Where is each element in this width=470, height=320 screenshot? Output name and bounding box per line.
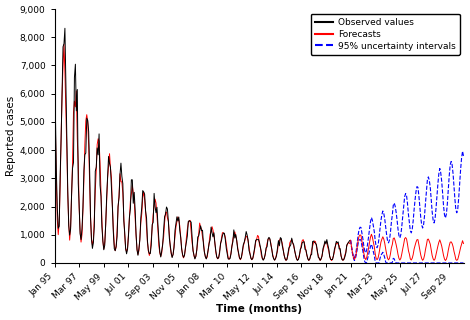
- Line: 95% uncertainty intervals: 95% uncertainty intervals: [351, 151, 463, 258]
- Line: Observed values: Observed values: [55, 26, 350, 260]
- X-axis label: Time (months): Time (months): [217, 304, 303, 315]
- Y-axis label: Reported cases: Reported cases: [6, 96, 16, 176]
- Line: Forecasts: Forecasts: [351, 234, 463, 260]
- Legend: Observed values, Forecasts, 95% uncertainty intervals: Observed values, Forecasts, 95% uncertai…: [311, 13, 460, 55]
